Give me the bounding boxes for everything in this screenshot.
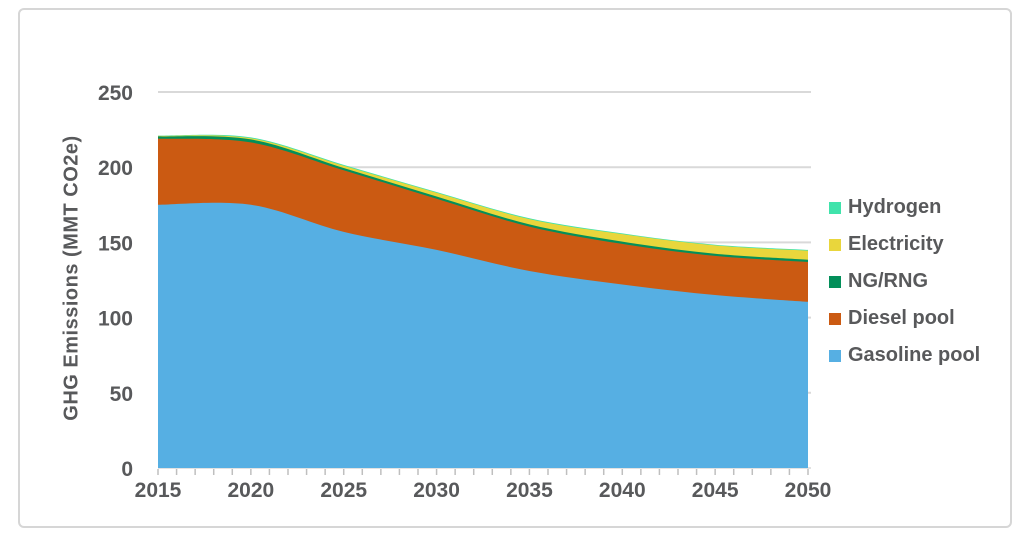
legend-item-gasoline-pool: Gasoline pool [829, 344, 980, 367]
y-axis-title: GHG Emissions (MMT CO2e) [60, 135, 83, 421]
y-tick-label-100: 100 [98, 308, 133, 331]
legend-label: Electricity [848, 233, 944, 255]
legend-item-ng-rng: NG/RNG [829, 270, 980, 293]
x-tick-label-2020: 2020 [227, 479, 274, 502]
legend-swatch-icon [829, 312, 841, 325]
legend-item-hydrogen: Hydrogen [829, 196, 980, 219]
legend-swatch-icon [829, 238, 841, 251]
x-tick-label-2015: 2015 [135, 479, 182, 502]
legend-item-electricity: Electricity [829, 233, 980, 256]
legend-item-diesel-pool: Diesel pool [829, 307, 980, 330]
legend-swatch-icon [829, 201, 841, 214]
x-tick-label-2030: 2030 [413, 479, 460, 502]
x-tick-label-2045: 2045 [692, 479, 739, 502]
y-tick-label-0: 0 [121, 458, 133, 481]
area-gasoline-pool [158, 202, 808, 469]
legend-label: Hydrogen [848, 196, 942, 218]
y-tick-label-50: 50 [110, 383, 133, 406]
legend-label: Diesel pool [848, 307, 955, 329]
legend-label: NG/RNG [848, 270, 928, 292]
x-tick-label-2025: 2025 [320, 479, 367, 502]
x-tick-label-2050: 2050 [785, 479, 832, 502]
legend-label: Gasoline pool [848, 344, 981, 366]
y-tick-label-150: 150 [98, 232, 133, 255]
x-tick-label-2040: 2040 [599, 479, 646, 502]
legend-swatch-icon [829, 275, 841, 288]
y-tick-label-200: 200 [98, 157, 133, 180]
chart-legend: Hydrogen Electricity NG/RNG Diesel pool Gaso… [829, 196, 980, 367]
legend-swatch-icon [829, 349, 841, 362]
y-tick-label-250: 250 [98, 82, 133, 105]
x-tick-label-2035: 2035 [506, 479, 553, 502]
